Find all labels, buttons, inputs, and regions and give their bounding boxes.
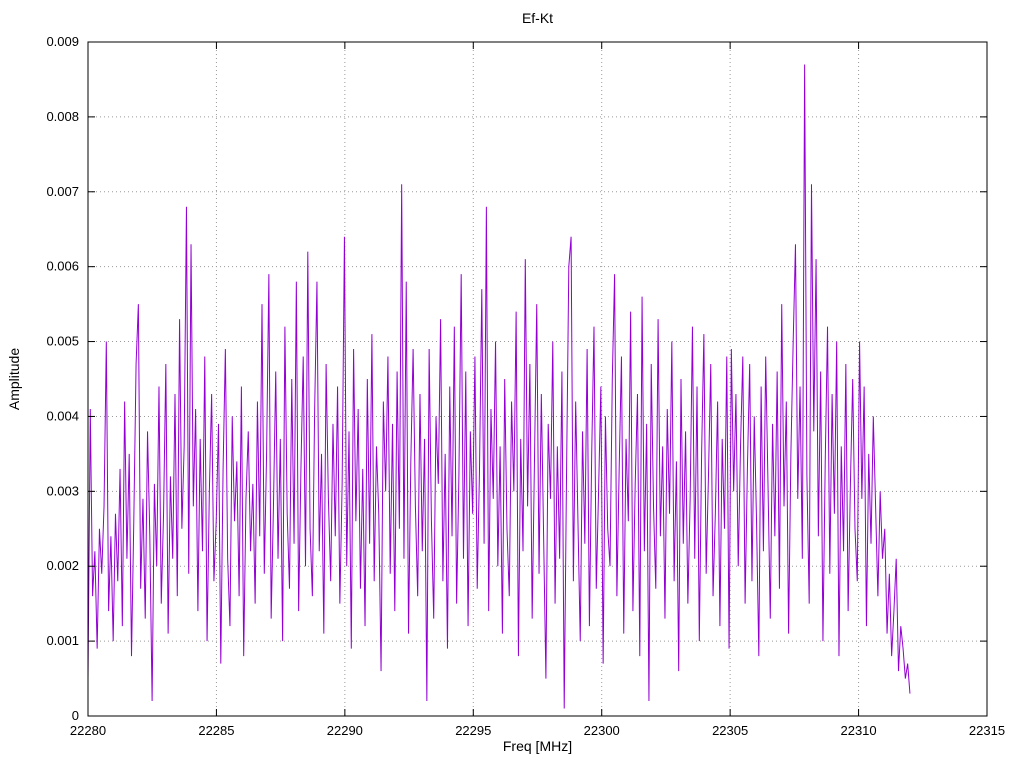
data-series-line	[87, 64, 911, 709]
x-tick-label: 22290	[327, 723, 363, 738]
x-tick-label: 22285	[198, 723, 234, 738]
y-tick-label: 0.001	[46, 633, 79, 648]
y-tick-label: 0.007	[46, 184, 79, 199]
y-tick-label: 0.006	[46, 259, 79, 274]
tick-labels: 22280 22285 22290 22295 22300 22305 22310 22315…	[46, 34, 1005, 738]
x-tick-label: 22305	[712, 723, 748, 738]
x-tick-label: 22315	[969, 723, 1005, 738]
y-tick-label: 0	[72, 708, 79, 723]
y-tick-label: 0.009	[46, 34, 79, 49]
x-axis-label: Freq [MHz]	[502, 738, 573, 754]
plot-border	[87, 41, 988, 717]
chart-title: Ef-Kt	[521, 10, 554, 26]
x-tick-label: 22280	[70, 723, 106, 738]
grid-lines	[88, 42, 987, 716]
x-tick-label: 22310	[840, 723, 876, 738]
data-series	[87, 64, 911, 709]
y-tick-label: 0.004	[46, 408, 79, 423]
y-tick-label: 0.008	[46, 109, 79, 124]
x-tick-label: 22300	[584, 723, 620, 738]
y-tick-label: 0.005	[46, 334, 79, 349]
x-tick-label: 22295	[455, 723, 491, 738]
y-tick-label: 0.003	[46, 483, 79, 498]
axes	[87, 41, 988, 717]
y-tick-label: 0.002	[46, 558, 79, 573]
